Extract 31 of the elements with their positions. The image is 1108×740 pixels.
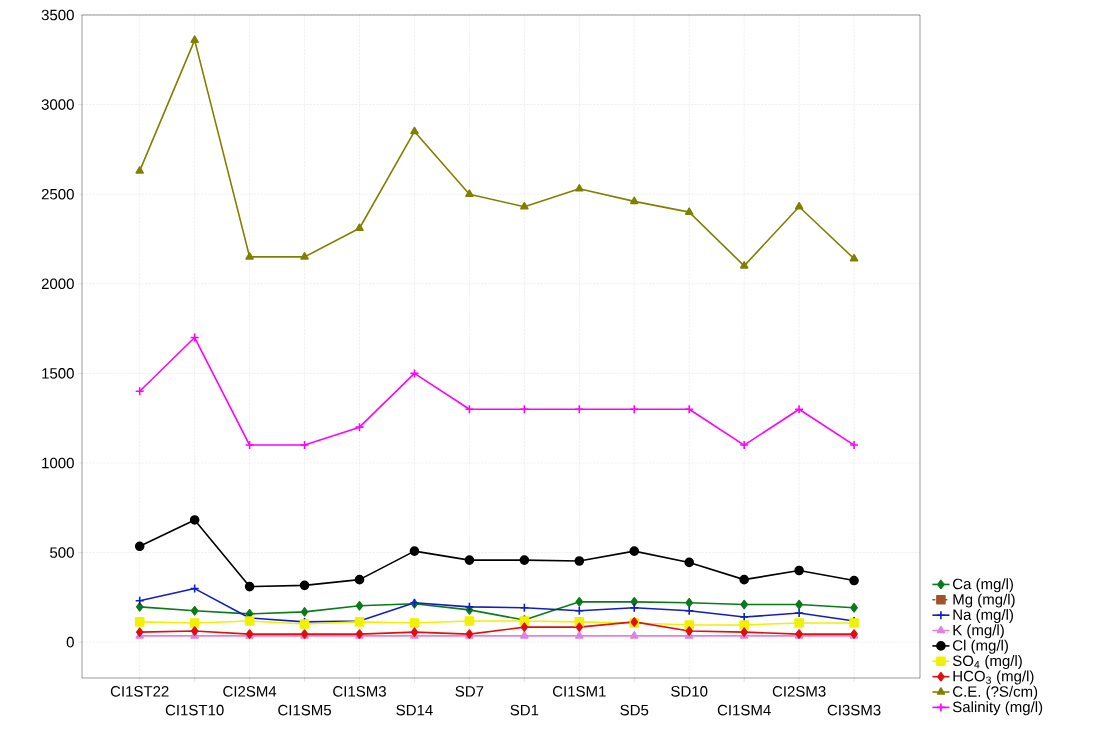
y-tick-label: 500 xyxy=(50,547,74,558)
legend-label: SO$_{4}$ (mg/l) xyxy=(952,655,1022,670)
y-tick-label: 2000 xyxy=(41,278,74,290)
legend-label: K (mg/l) xyxy=(953,624,1004,639)
y-tick-label: 1500 xyxy=(42,368,74,379)
x-tick-label: SD10 xyxy=(671,686,708,697)
legend-label: Cl (mg/l) xyxy=(953,639,1008,654)
x-tick-label: SD5 xyxy=(620,704,649,716)
legend-label: Ca (mg/l) xyxy=(953,578,1013,593)
legend-label: Na (mg/l) xyxy=(953,609,1013,623)
legend-label: HCO$_{3}$ (mg/l) xyxy=(953,670,1034,685)
legend-label: C.E. (?S/cm) xyxy=(953,685,1038,700)
x-tick-label: CI2SM3 xyxy=(772,686,826,697)
y-tick-label: 0 xyxy=(66,636,74,648)
x-tick-label: CI1ST10 xyxy=(165,704,224,716)
y-tick-label: 3000 xyxy=(41,99,74,110)
x-tick-label: CI1SM3 xyxy=(333,686,386,697)
x-tick-label: CI1ST22 xyxy=(110,686,169,697)
x-tick-label: CI3SM3 xyxy=(827,704,881,716)
x-tick-label: CI1SM1 xyxy=(552,686,606,697)
legend-label: Salinity (mg/l) xyxy=(952,701,1043,716)
y-tick-label: 3500 xyxy=(41,9,74,21)
legend-label: Mg (mg/l) xyxy=(953,593,1015,608)
x-tick-label: CI1SM4 xyxy=(717,704,771,716)
x-tick-label: SD14 xyxy=(396,704,433,716)
y-tick-label: 2500 xyxy=(41,188,74,200)
y-tick-label: 1000 xyxy=(42,457,74,469)
x-tick-label: CI2SM4 xyxy=(223,686,277,697)
x-tick-label: CI1SM5 xyxy=(278,704,332,716)
x-tick-label: SD1 xyxy=(510,704,539,716)
x-tick-label: SD7 xyxy=(455,686,484,697)
